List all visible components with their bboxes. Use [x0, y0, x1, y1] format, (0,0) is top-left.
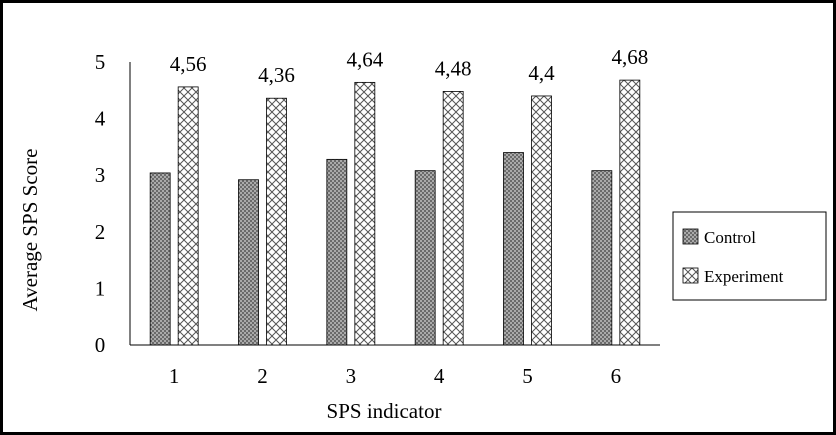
x-tick-label: 3 [346, 364, 357, 388]
x-axis-title: SPS indicator [327, 399, 442, 423]
data-label-experiment-2: 4,36 [258, 63, 295, 87]
bar-experiment-1 [177, 86, 199, 346]
legend-box [672, 211, 827, 301]
data-label-experiment-6: 4,68 [611, 45, 648, 69]
y-tick-label: 0 [95, 333, 106, 357]
y-tick-label: 3 [95, 163, 106, 187]
legend-label-experiment: Experiment [704, 267, 784, 286]
x-tick-labels: 1 2 3 4 5 6 [169, 364, 621, 388]
data-labels: 4,56 4,36 4,64 4,48 4,4 4,68 [170, 45, 648, 87]
bar-control-1 [149, 172, 171, 346]
data-label-experiment-4: 4,48 [435, 56, 472, 80]
bar-experiment-2 [266, 97, 287, 346]
bar-control-4 [414, 170, 436, 346]
bar-experiment-4 [442, 91, 464, 346]
bar-experiment-3 [354, 81, 376, 346]
x-tick-label: 1 [169, 364, 180, 388]
bars [149, 79, 641, 346]
y-tick-label: 5 [95, 50, 106, 74]
bar-control-6 [591, 170, 613, 346]
data-label-experiment-5: 4,4 [528, 61, 555, 85]
legend: Control Experiment [672, 211, 827, 301]
y-tick-label: 1 [95, 276, 106, 300]
x-tick-label: 6 [611, 364, 622, 388]
bar-control-3 [326, 158, 348, 346]
bar-experiment-5 [531, 95, 552, 346]
x-tick-label: 5 [522, 364, 533, 388]
legend-label-control: Control [704, 228, 756, 247]
y-tick-label: 4 [95, 107, 106, 131]
x-tick-label: 4 [434, 364, 445, 388]
axes [129, 62, 660, 346]
y-tick-labels: 0 1 2 3 4 5 [95, 50, 106, 357]
bar-control-2 [238, 179, 259, 346]
x-tick-label: 2 [257, 364, 268, 388]
bar-experiment-6 [619, 79, 641, 346]
legend-swatch-experiment [682, 267, 699, 284]
data-label-experiment-3: 4,64 [346, 47, 383, 71]
data-label-experiment-1: 4,56 [170, 52, 207, 76]
bar-control-5 [503, 152, 524, 346]
y-tick-label: 2 [95, 220, 106, 244]
y-axis-title: Average SPS Score [18, 149, 42, 312]
legend-swatch-control [682, 228, 699, 245]
